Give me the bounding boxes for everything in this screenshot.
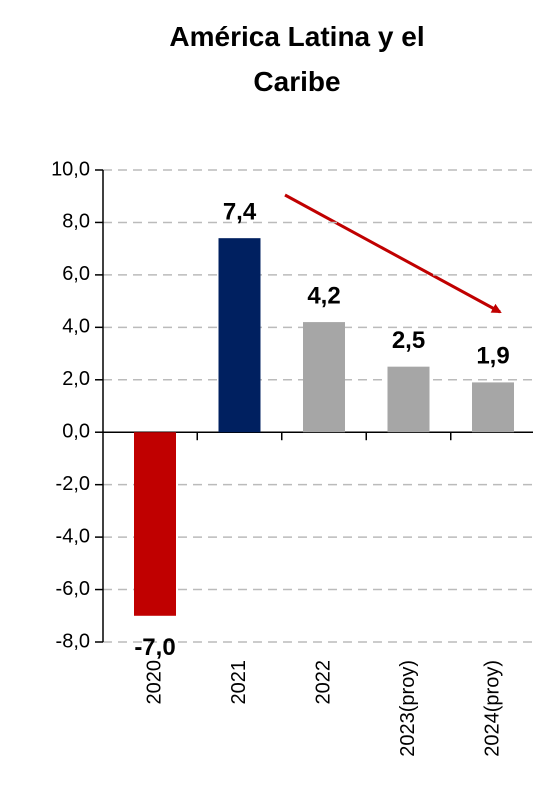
x-tick-label: 2022 [312, 660, 334, 705]
x-tick-label: 2020 [143, 660, 165, 705]
data-label: 4,2 [307, 282, 340, 309]
y-tick-label: -4,0 [56, 525, 90, 547]
trend-arrow [284, 193, 502, 314]
y-tick-label: 2,0 [62, 368, 90, 390]
x-tick-label: 2024(proy) [481, 660, 503, 757]
y-tick-label: -8,0 [56, 630, 90, 652]
data-label: -7,0 [134, 634, 175, 661]
y-tick-label: 6,0 [62, 263, 90, 285]
y-tick-label: 8,0 [62, 211, 90, 233]
data-label: 7,4 [223, 199, 257, 226]
y-tick-label: 4,0 [62, 316, 90, 338]
x-tick-label: 2021 [228, 660, 250, 705]
bar [472, 382, 514, 433]
data-label: 1,9 [476, 343, 509, 370]
y-tick-label: -6,0 [56, 578, 90, 600]
bar [387, 366, 430, 433]
data-label: 2,5 [392, 327, 425, 354]
bar [218, 238, 261, 433]
chart-title: América Latina y el Caribe [169, 21, 425, 97]
y-tick-label: 0,0 [62, 421, 90, 443]
bar [134, 432, 176, 616]
y-tick-label: -2,0 [56, 473, 90, 495]
bar [303, 322, 345, 433]
x-tick-label: 2023(proy) [397, 660, 419, 757]
y-tick-label: 10,0 [51, 158, 90, 180]
